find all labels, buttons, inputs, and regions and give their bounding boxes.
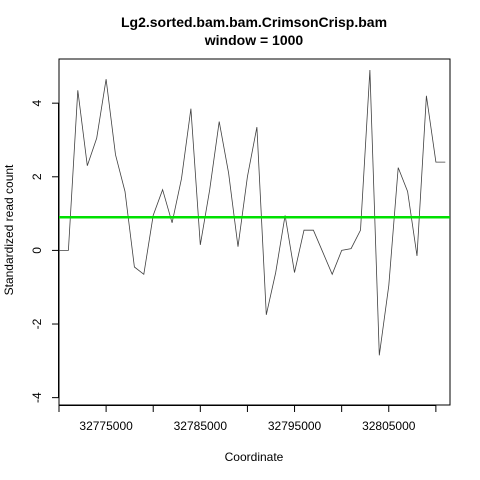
x-tick-label: 32775000 [79, 419, 133, 433]
y-tick-label: 2 [30, 173, 44, 180]
series-line [59, 69, 446, 356]
x-tick-label: 32795000 [268, 419, 322, 433]
series-layer [59, 69, 450, 356]
x-tick-label: 32785000 [174, 419, 228, 433]
y-tick-label: -4 [30, 392, 44, 403]
y-axis-label: Standardized read count [2, 164, 16, 295]
plot-box [58, 58, 451, 406]
chart-title: Lg2.sorted.bam.bam.CrimsonCrisp.bam [121, 14, 387, 30]
y-axis: -4 -2 0 2 4 [30, 100, 59, 403]
x-axis: 32775000 32785000 32795000 32805000 [58, 405, 437, 433]
y-tick-label: 4 [30, 100, 44, 107]
chart-subtitle: window = 1000 [204, 32, 304, 48]
y-tick-label: -2 [30, 318, 44, 329]
y-tick-label: 0 [30, 247, 44, 254]
x-tick-label: 32805000 [362, 419, 416, 433]
x-axis-label: Coordinate [225, 450, 284, 464]
